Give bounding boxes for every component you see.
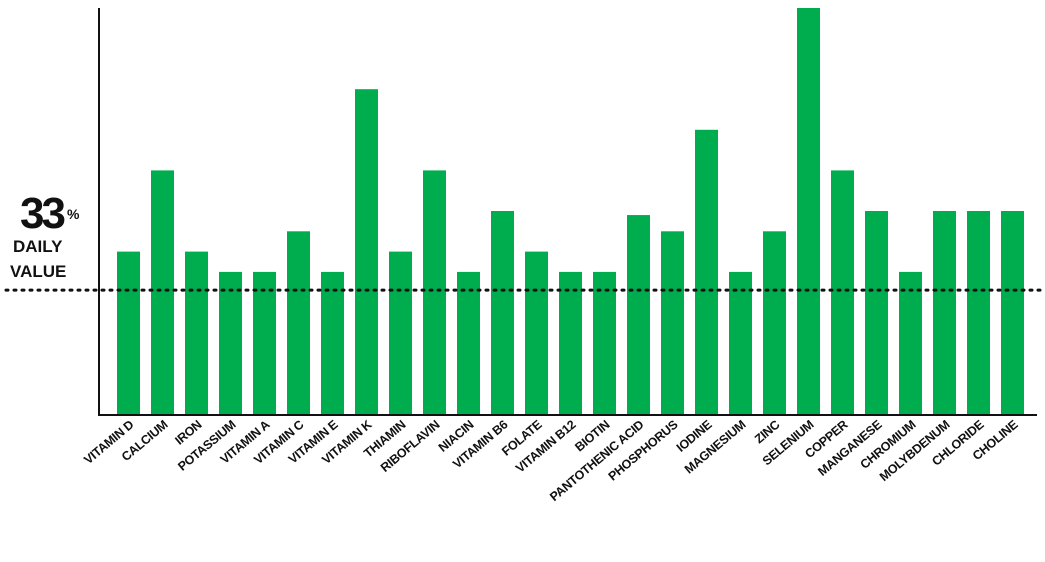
reference-label-line1: DAILY [13, 237, 63, 256]
bar-molybdenum [933, 211, 956, 414]
bar-iodine [695, 129, 718, 415]
bar-vitamin-b12 [559, 271, 582, 414]
reference-label-line2: VALUE [10, 262, 66, 281]
bar-folate [525, 251, 548, 414]
bar-choline [1001, 211, 1024, 414]
bars-group [117, 8, 1024, 415]
bar-vitamin-c [287, 231, 310, 414]
x-tick-label: VITAMIN B12 [513, 417, 579, 475]
x-tick-label: RIBOFLAVIN [378, 417, 443, 474]
bar-chloride [967, 211, 990, 414]
bar-zinc [763, 231, 786, 414]
bar-phosphorus [661, 231, 684, 414]
bar-manganese [865, 211, 888, 414]
bar-copper [831, 170, 854, 414]
bar-riboflavin [423, 170, 446, 414]
reference-label: 33 % DAILY VALUE [10, 189, 80, 281]
bar-calcium [151, 170, 174, 414]
bar-vitamin-b6 [491, 211, 514, 414]
bar-vitamin-e [321, 271, 344, 414]
bar-chromium [899, 271, 922, 414]
bar-niacin [457, 271, 480, 414]
reference-value: 33 [20, 189, 64, 238]
bar-magnesium [729, 271, 752, 414]
bar-thiamin [389, 251, 412, 414]
bar-iron [185, 251, 208, 414]
bar-biotin [593, 271, 616, 414]
bar-vitamin-a [253, 271, 276, 414]
bar-vitamin-k [355, 89, 378, 414]
bar-selenium [797, 8, 820, 414]
bar-pantothenic-acid [627, 215, 650, 414]
bar-potassium [219, 271, 242, 414]
bar-vitamin-d [117, 251, 140, 414]
reference-unit: % [67, 206, 80, 222]
